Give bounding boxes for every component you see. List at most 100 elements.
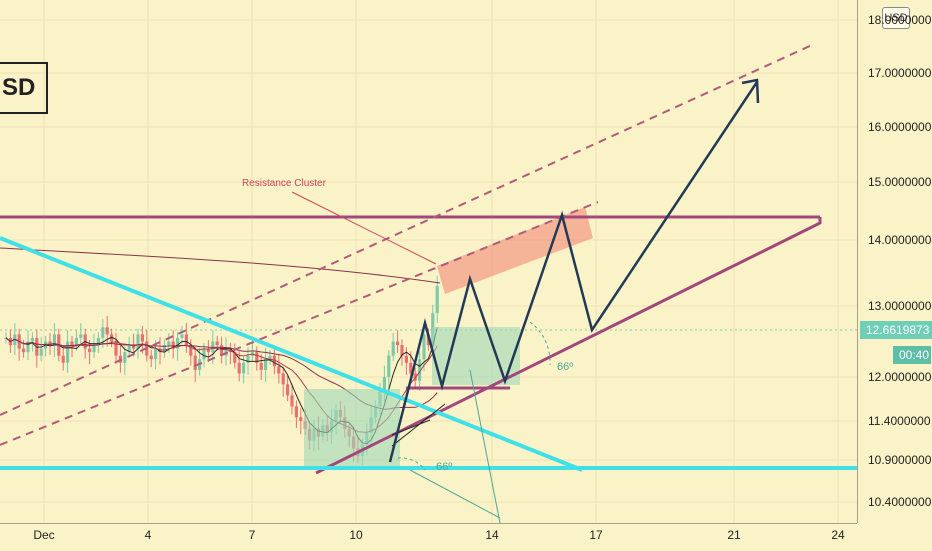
candle-body: [74, 337, 78, 346]
candle-body: [281, 373, 285, 385]
candle-body: [382, 377, 386, 392]
candle-body: [237, 362, 241, 374]
time-scale[interactable]: [0, 523, 857, 551]
candle-body: [387, 355, 391, 377]
ticker-label: SD: [0, 62, 48, 114]
time-tick-label: 4: [144, 528, 152, 542]
candle-body: [286, 384, 290, 396]
candle-body: [290, 395, 294, 407]
candle-body: [110, 334, 114, 342]
candle-body: [123, 352, 127, 363]
time-tick-label: 24: [831, 528, 845, 542]
time-tick-label: 7: [248, 528, 256, 542]
candle-body: [140, 334, 144, 342]
price-tick-label: 12.0000000: [868, 370, 932, 384]
candle-body: [92, 345, 96, 353]
candle-body: [176, 337, 180, 349]
candle-body: [105, 327, 109, 335]
candle-body: [409, 362, 413, 374]
candle-body: [264, 359, 268, 370]
candle-body: [48, 341, 52, 346]
candle-body: [101, 327, 105, 338]
candle-body: [96, 337, 100, 346]
candle-body: [396, 341, 400, 346]
candle-body: [220, 345, 224, 356]
time-tick-label: 17: [589, 528, 603, 542]
channel-lower-dashed: [0, 201, 599, 446]
candle-body: [88, 348, 92, 353]
resistance-cluster-label: Resistance Cluster: [242, 178, 326, 189]
candle-body: [66, 341, 70, 363]
price-tick-label: 14.0000000: [868, 233, 932, 247]
cyan-descending-line: [0, 236, 583, 472]
candle-body: [149, 355, 153, 360]
time-tick-label: 21: [727, 528, 741, 542]
price-tick-label: 15.0000000: [868, 175, 932, 189]
time-tick-label: Dec: [33, 528, 55, 542]
candle-body: [202, 348, 206, 360]
price-tick-label: 10.4000000: [868, 495, 932, 509]
price-tick-label: 16.0000000: [868, 120, 932, 134]
candle-body: [162, 345, 166, 353]
candle-body: [206, 348, 210, 353]
angle-arc-1: [529, 321, 551, 366]
current-price-tag: 12.6619873: [860, 320, 932, 339]
candle-body: [400, 345, 404, 356]
candle-body: [259, 362, 263, 370]
candle-body: [167, 341, 171, 346]
projected-path-arrowhead: [741, 78, 760, 104]
price-scale[interactable]: [857, 0, 932, 523]
candle-body: [158, 348, 162, 353]
thin-teal-line-2: [409, 469, 501, 519]
candle-body: [211, 341, 215, 353]
time-tick-label: 10: [349, 528, 363, 542]
thin-teal-line: [469, 369, 501, 524]
candle-body: [30, 337, 34, 342]
candle-body: [132, 345, 136, 349]
angle-label-1: 66º: [557, 361, 574, 373]
candle-body: [277, 366, 281, 374]
price-tick-label: 13.0000000: [868, 299, 932, 313]
candle-body: [39, 348, 43, 356]
price-tick-label: 17.0000000: [868, 66, 932, 80]
channel-upper-dashed: [0, 44, 813, 416]
countdown-tag: 00:40: [893, 345, 931, 364]
price-tick-label: 18.0000000: [868, 13, 932, 27]
candle-body: [180, 334, 184, 338]
candle-body: [171, 341, 175, 349]
candle-body: [391, 341, 395, 356]
candle-body: [246, 355, 250, 363]
time-tick-label: 14: [485, 528, 499, 542]
drawing-objects[interactable]: [0, 44, 857, 524]
ticker-text: SD: [2, 74, 36, 101]
angle-arc-2: [397, 457, 426, 471]
candle-body: [272, 355, 276, 367]
angle-label-2: 66º: [436, 461, 453, 473]
candle-body: [79, 334, 83, 338]
candle-body: [26, 341, 30, 353]
candle-body: [22, 348, 26, 353]
candle-body: [61, 355, 65, 363]
candle-body: [294, 406, 298, 418]
long-moving-average-line: [0, 247, 441, 284]
candle-body: [127, 345, 131, 353]
candle-body: [299, 417, 303, 421]
resistance-cluster-box: [437, 207, 593, 294]
price-tick-label: 10.9000000: [868, 453, 932, 467]
candle-body: [70, 341, 74, 346]
projected-path: [388, 81, 759, 463]
price-tick-label: 11.4000000: [868, 414, 931, 428]
candle-body: [404, 355, 408, 363]
currency-badge[interactable]: USD: [882, 7, 910, 29]
candle-body: [255, 352, 259, 363]
candle-body: [114, 341, 118, 356]
candle-body: [418, 359, 422, 381]
candle-body: [184, 334, 188, 346]
resistance-pointer-line: [291, 191, 437, 265]
candle-body: [242, 362, 246, 374]
candle-body: [189, 345, 193, 356]
candle-body: [233, 352, 237, 363]
candle-body: [268, 355, 272, 360]
